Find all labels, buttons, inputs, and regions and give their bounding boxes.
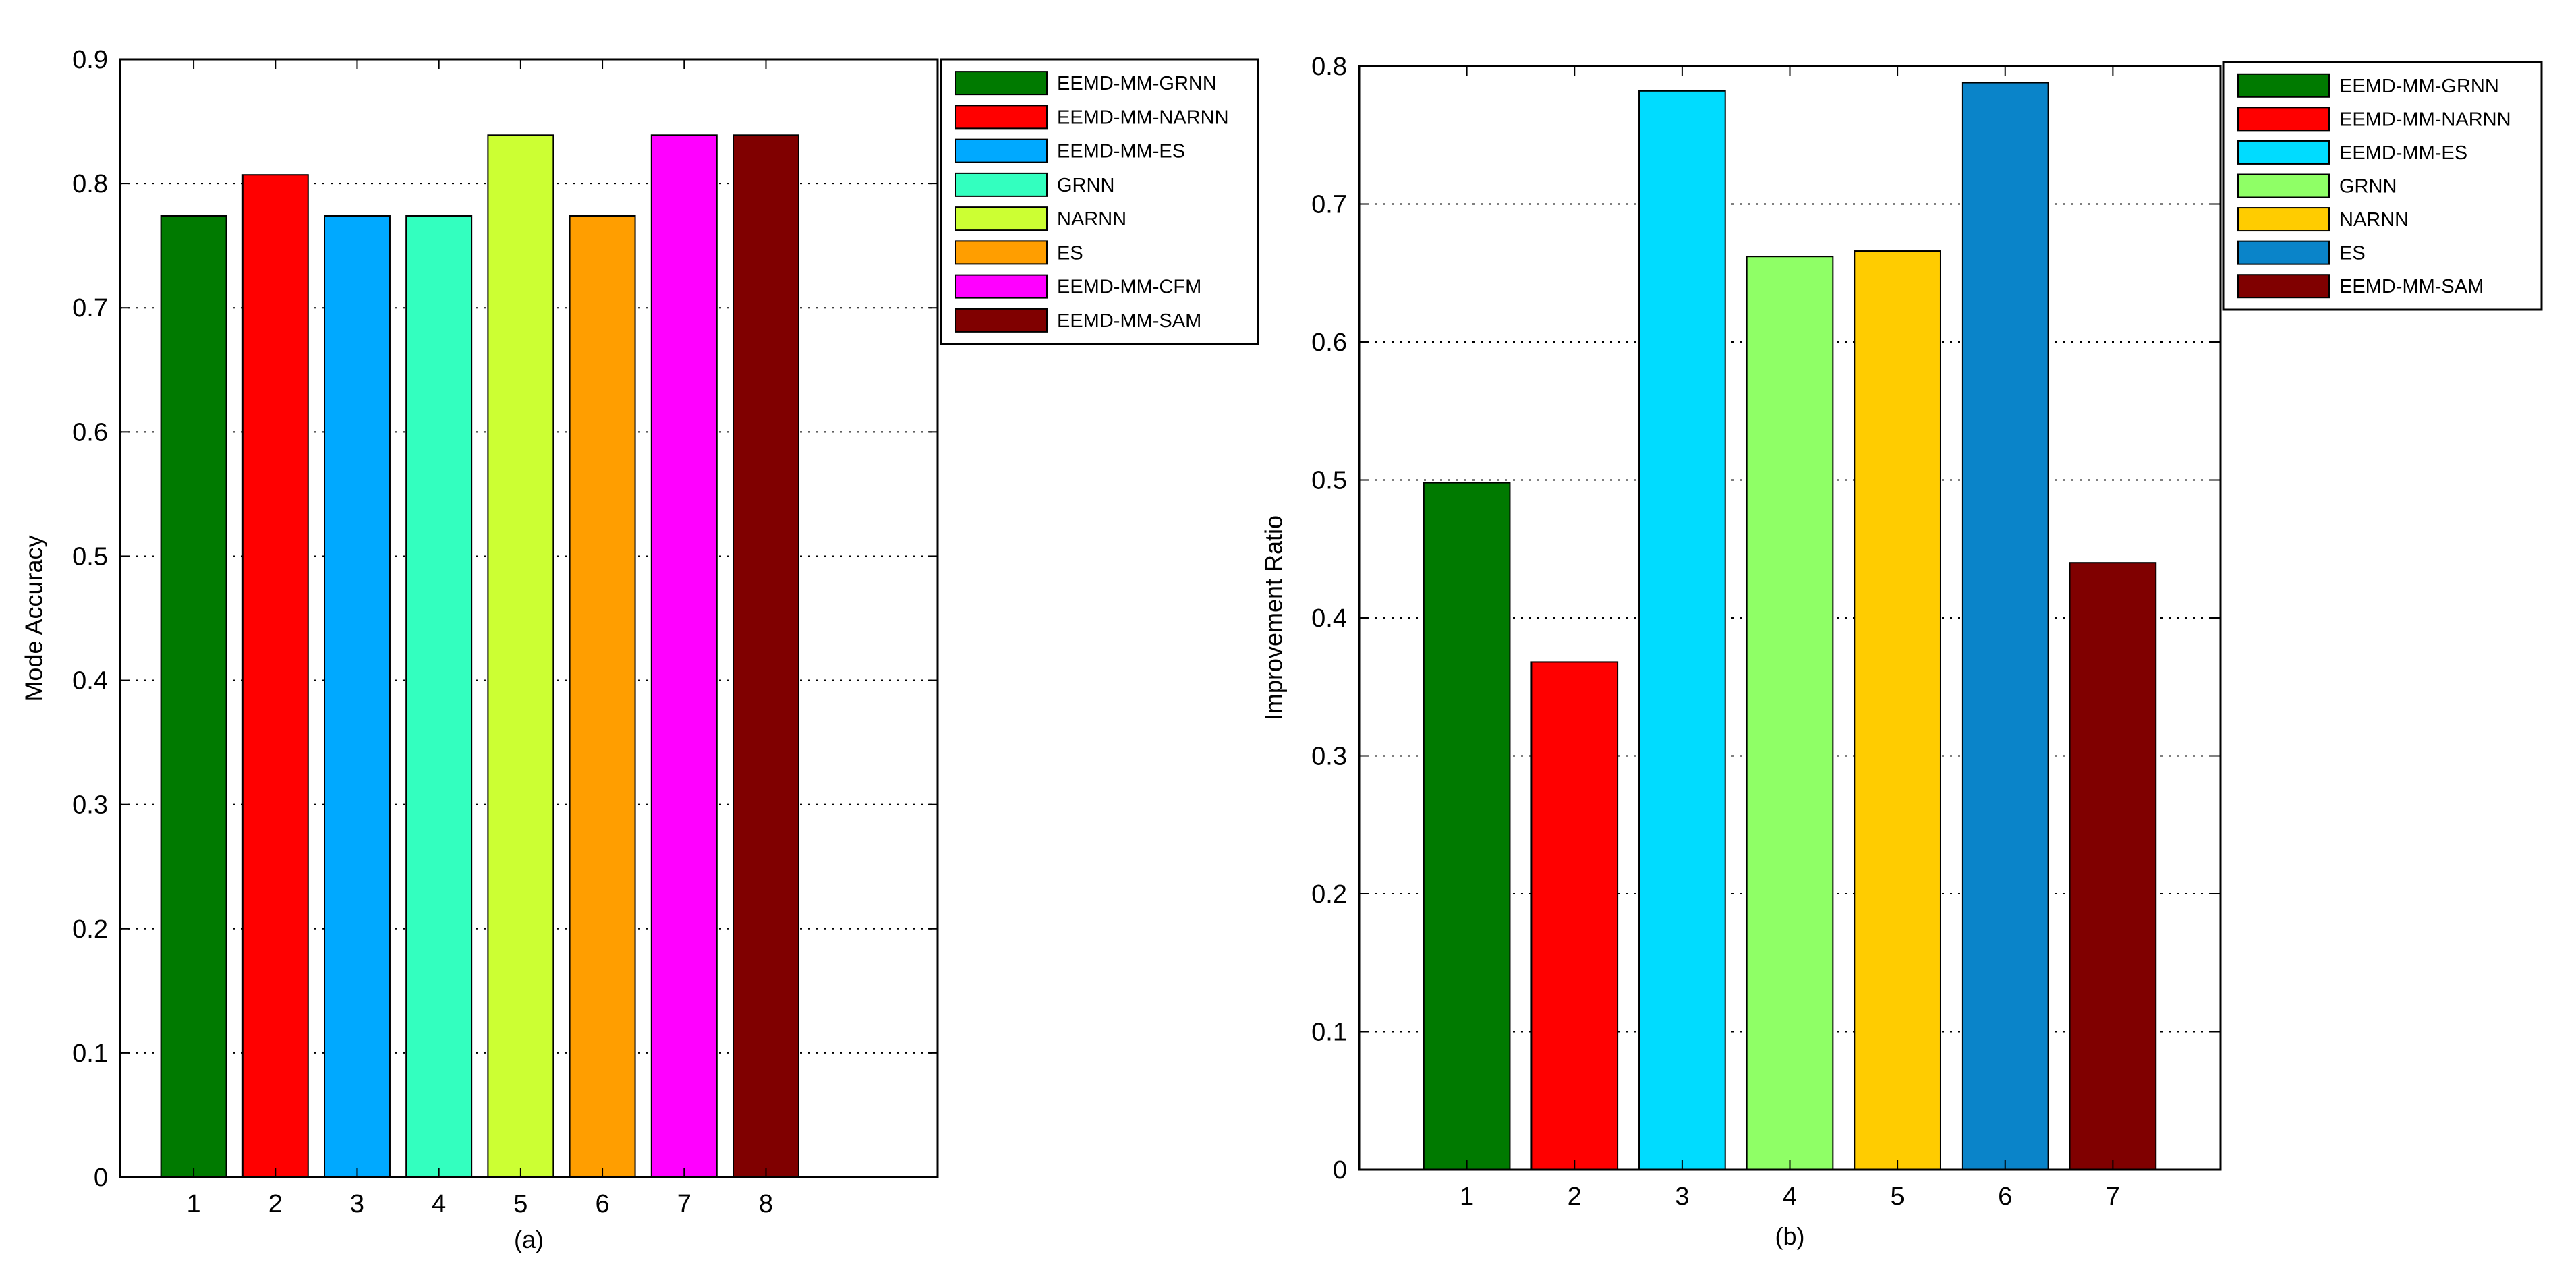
y-tick-label: 0.8 <box>72 170 108 198</box>
plot-frame-a <box>119 58 939 1178</box>
x-tick-label: 7 <box>677 1190 691 1218</box>
x-tick-label: 4 <box>432 1190 446 1218</box>
bar-7 <box>2069 562 2157 1170</box>
bar-7 <box>650 134 718 1178</box>
legend-label: GRNN <box>1057 175 1114 196</box>
x-tick-label: 3 <box>350 1190 364 1218</box>
y-tick-label: 0.7 <box>72 294 108 322</box>
x-tick-label: 4 <box>1783 1183 1797 1211</box>
x-tick-label: 1 <box>187 1190 201 1218</box>
y-tick-label: 0.6 <box>1311 329 1347 357</box>
legend-swatch <box>955 138 1048 163</box>
legend-label: EEMD-MM-GRNN <box>2339 76 2499 97</box>
y-tick-label: 0.2 <box>1311 880 1347 909</box>
y-tick-label: 0.5 <box>72 542 108 571</box>
legend-swatch <box>955 240 1048 265</box>
caption-b: (b) <box>1775 1222 1805 1250</box>
y-tick-label: 0.1 <box>1311 1019 1347 1047</box>
legend-label: NARNN <box>1057 208 1126 230</box>
y-tick-label: 0.4 <box>72 667 108 695</box>
y-tick-label: 0 <box>94 1164 108 1192</box>
y-tick-label: 0.1 <box>72 1040 108 1068</box>
legend-swatch <box>2237 240 2330 265</box>
chart-b: 0 0.1 0.2 0.3 0.4 0.5 0.6 0.7 0.8 1 2 3 4 5 6 7 Improve… <box>1260 53 2543 1250</box>
x-tick-label: 8 <box>759 1190 773 1218</box>
bar-6 <box>1961 82 2049 1170</box>
gridlines-a <box>120 183 938 1054</box>
bar-2 <box>1530 661 1619 1170</box>
bar-5 <box>1854 250 1941 1170</box>
bar-1 <box>1423 482 1511 1170</box>
bar-6 <box>569 215 636 1178</box>
legend-swatch <box>955 172 1048 197</box>
legend-box <box>940 58 1259 345</box>
ticks-b: 0 0.1 0.2 0.3 0.4 0.5 0.6 0.7 0.8 1 2 3 4 5 6 7 <box>1311 53 2221 1211</box>
legend-swatch <box>955 274 1048 299</box>
y-tick-label: 0.3 <box>72 791 108 820</box>
legend-label: EEMD-MM-SAM <box>2339 276 2484 297</box>
legend-swatch <box>2237 107 2330 132</box>
y-axis-label-a: Mode Accuracy <box>20 535 48 701</box>
chart-a: 0 0.1 0.2 0.3 0.4 0.5 0.6 0.7 0.8 0.9 1 2 3 4 5 6 7 8 Mod… <box>20 46 1259 1253</box>
bar-5 <box>487 134 554 1178</box>
y-tick-label: 0.9 <box>72 46 108 74</box>
legend-b: EEMD-MM-GRNN EEMD-MM-NARNN EEMD-MM-ES GRNN N… <box>2222 61 2543 311</box>
ticks-a: 0 0.1 0.2 0.3 0.4 0.5 0.6 0.7 0.8 0.9 1 2 3 4 5 6 7 8 <box>72 46 938 1218</box>
y-tick-label: 0.8 <box>1311 53 1347 81</box>
legend-swatch <box>2237 173 2330 198</box>
legend-swatch <box>955 71 1048 96</box>
legend-label: GRNN <box>2339 176 2397 198</box>
y-tick-label: 0.2 <box>72 915 108 944</box>
bar-4 <box>405 215 473 1178</box>
legend-label: EEMD-MM-ES <box>1057 141 1185 163</box>
x-tick-label: 5 <box>1891 1183 1905 1211</box>
legend-label: NARNN <box>2339 209 2409 231</box>
x-tick-label: 2 <box>268 1190 283 1218</box>
caption-a: (a) <box>514 1226 544 1253</box>
legend-swatch <box>2237 140 2330 165</box>
x-tick-label: 5 <box>513 1190 527 1218</box>
legend-swatch <box>955 105 1048 130</box>
y-tick-label: 0.5 <box>1311 467 1347 495</box>
bar-3 <box>1638 90 1726 1170</box>
x-tick-label: 1 <box>1460 1183 1474 1211</box>
bar-4 <box>1746 256 1834 1171</box>
legend-label: EEMD-MM-NARNN <box>2339 109 2511 130</box>
x-tick-label: 2 <box>1568 1183 1582 1211</box>
bars-b <box>1423 82 2157 1171</box>
y-tick-label: 0.3 <box>1311 743 1347 771</box>
legend-swatch <box>2237 73 2330 98</box>
x-tick-label: 7 <box>2106 1183 2120 1211</box>
bar-1 <box>160 215 227 1178</box>
bar-8 <box>733 134 799 1178</box>
y-tick-label: 0.7 <box>1311 191 1347 219</box>
bar-3 <box>324 215 391 1178</box>
legend-swatch <box>955 206 1048 231</box>
legend-label: EEMD-MM-NARNN <box>1057 107 1229 128</box>
y-tick-label: 0 <box>1333 1156 1347 1185</box>
legend-a: EEMD-MM-GRNN EEMD-MM-NARNN EEMD-MM-ES GRNN N… <box>940 58 1259 345</box>
legend-swatch <box>2237 274 2330 299</box>
legend-swatch <box>2237 207 2330 232</box>
bar-2 <box>241 174 309 1178</box>
legend-label: ES <box>2339 243 2366 264</box>
x-tick-label: 3 <box>1675 1183 1689 1211</box>
legend-label: EEMD-MM-GRNN <box>1057 73 1217 94</box>
legend-label: EEMD-MM-SAM <box>1057 310 1201 332</box>
x-tick-label: 6 <box>596 1190 610 1218</box>
x-tick-label: 6 <box>1998 1183 2012 1211</box>
legend-label: EEMD-MM-CFM <box>1057 277 1201 298</box>
y-axis-label-b: Improvement Ratio <box>1260 515 1288 720</box>
legend-label: ES <box>1057 242 1083 264</box>
legend-swatch <box>955 308 1048 333</box>
legend-label: EEMD-MM-ES <box>2339 142 2467 164</box>
y-tick-label: 0.6 <box>72 418 108 447</box>
y-tick-label: 0.4 <box>1311 604 1347 633</box>
